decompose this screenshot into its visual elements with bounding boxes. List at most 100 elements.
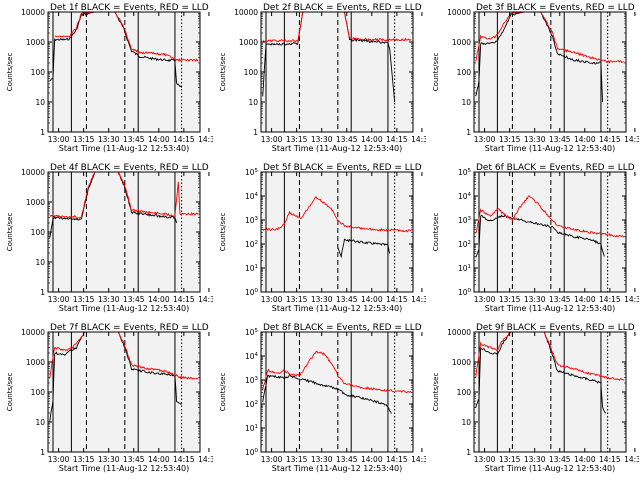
plot-area (261, 332, 413, 452)
y-tick-label: 104 (245, 352, 259, 361)
series-lld-line (54, 11, 199, 62)
y-tick-label: 102 (245, 240, 258, 249)
x-tick-label: 14:15 (173, 135, 195, 144)
y-axis-label: Counts/sec (219, 53, 227, 92)
y-tick-label: 1 (253, 128, 258, 137)
x-tick-label: 14:30 (411, 295, 426, 304)
x-tick-label: 14:00 (361, 295, 383, 304)
x-tick-label: 14:30 (411, 455, 426, 464)
y-tick-label: 100 (245, 288, 259, 297)
y-axis-label: Counts/sec (6, 213, 14, 252)
x-tick-label: 13:45 (336, 295, 358, 304)
series-lld-line (262, 350, 412, 394)
x-axis-label: Start Time (11-Aug-12 12:53:40) (485, 304, 616, 313)
x-tick-label: 14:00 (361, 135, 383, 144)
y-tick-label: 10000 (21, 328, 45, 337)
series-events-line (262, 374, 392, 414)
y-tick-label: 100 (458, 288, 472, 297)
x-axis-label: Start Time (11-Aug-12 12:53:40) (485, 144, 616, 153)
x-tick-label: 13:30 (311, 455, 333, 464)
y-tick-label: 10000 (447, 328, 471, 337)
y-tick-label: 102 (458, 240, 471, 249)
x-tick-label: 13:30 (98, 135, 120, 144)
x-tick-label: 14:00 (361, 455, 383, 464)
chart-title: Det 1f BLACK = Events, RED = LLD (50, 3, 209, 13)
x-tick-label: 13:15 (499, 455, 521, 464)
x-tick-label: 13:30 (524, 295, 546, 304)
series-lld-line (475, 11, 625, 64)
y-tick-label: 1 (466, 448, 471, 457)
y-tick-label: 1 (40, 128, 45, 137)
series-lld-line (49, 331, 199, 380)
x-tick-label: 14:00 (148, 135, 170, 144)
y-tick-label: 10000 (21, 168, 45, 177)
plot-area (261, 172, 413, 292)
y-tick-label: 100 (31, 228, 46, 237)
y-tick-label: 10 (461, 98, 471, 107)
y-tick-label: 104 (245, 192, 259, 201)
y-axis-label: Counts/sec (432, 373, 440, 412)
x-tick-label: 13:45 (123, 135, 145, 144)
plot-area (474, 172, 626, 292)
chart-title: Det 6f BLACK = Events, RED = LLD (476, 163, 635, 173)
chart-title: Det 8f BLACK = Events, RED = LLD (263, 323, 422, 333)
x-tick-label: 14:15 (386, 455, 408, 464)
x-tick-label: 14:00 (574, 455, 596, 464)
y-tick-label: 1000 (239, 38, 258, 47)
series-events-line (475, 214, 605, 258)
x-tick-label: 14:00 (148, 455, 170, 464)
y-axis-label: Counts/sec (432, 213, 440, 252)
chart-title: Det 3f BLACK = Events, RED = LLD (476, 3, 635, 13)
x-tick-label: 14:00 (574, 135, 596, 144)
y-axis-label: Counts/sec (6, 53, 14, 92)
x-axis-label: Start Time (11-Aug-12 12:53:40) (59, 304, 190, 313)
x-tick-label: 14:15 (386, 135, 408, 144)
x-tick-label: 13:00 (474, 295, 496, 304)
x-tick-label: 14:15 (599, 455, 621, 464)
y-tick-label: 100 (244, 68, 259, 77)
x-tick-label: 13:30 (311, 295, 333, 304)
y-tick-label: 1000 (26, 198, 45, 207)
chart-title: Det 5f BLACK = Events, RED = LLD (263, 163, 422, 173)
y-tick-label: 103 (245, 216, 259, 225)
y-tick-label: 100 (31, 388, 46, 397)
y-axis-label: Counts/sec (219, 213, 227, 252)
x-tick-label: 13:45 (123, 295, 145, 304)
x-tick-label: 13:30 (524, 455, 546, 464)
x-tick-label: 13:15 (73, 295, 95, 304)
x-tick-label: 13:45 (336, 135, 358, 144)
y-tick-label: 10000 (234, 8, 258, 17)
x-tick-label: 13:00 (48, 135, 70, 144)
y-tick-label: 100 (245, 448, 259, 457)
x-tick-label: 13:15 (286, 455, 308, 464)
x-tick-label: 14:30 (411, 135, 426, 144)
y-tick-label: 1000 (452, 358, 471, 367)
chart-title: Det 7f BLACK = Events, RED = LLD (50, 323, 209, 333)
x-tick-label: 14:30 (198, 135, 213, 144)
y-axis-label: Counts/sec (219, 373, 227, 412)
y-tick-label: 1 (40, 448, 45, 457)
y-tick-label: 101 (245, 424, 258, 433)
x-tick-label: 13:30 (524, 135, 546, 144)
series-events-line (337, 238, 391, 259)
y-tick-label: 10 (35, 258, 45, 267)
x-tick-label: 14:15 (173, 295, 195, 304)
x-tick-label: 13:15 (286, 135, 308, 144)
x-tick-label: 13:00 (48, 295, 70, 304)
y-tick-label: 105 (245, 328, 259, 337)
x-tick-label: 13:00 (261, 455, 283, 464)
x-tick-label: 13:00 (261, 135, 283, 144)
series-lld-line (262, 196, 412, 233)
x-tick-label: 14:00 (574, 295, 596, 304)
